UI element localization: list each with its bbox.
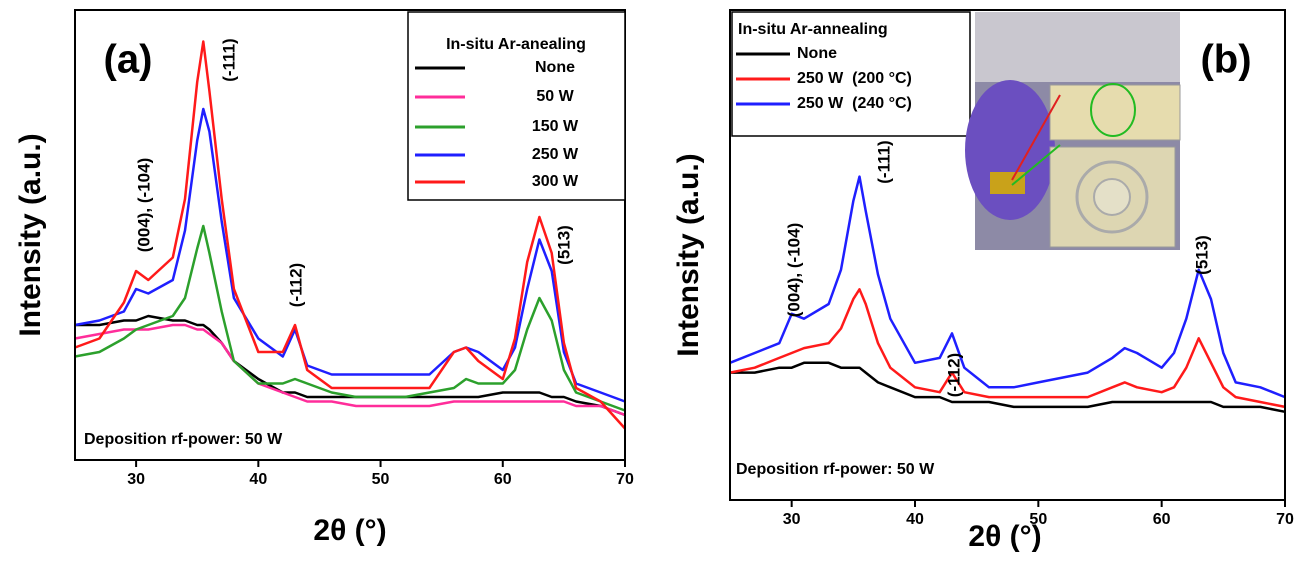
inset-photo (965, 12, 1181, 250)
peak-label: (513) (554, 225, 573, 265)
series-line (730, 361, 1286, 414)
peak-label: (-111) (874, 140, 893, 183)
series-line (75, 314, 626, 417)
x-tick-label: 40 (249, 471, 267, 488)
chip (990, 172, 1025, 194)
legend-label: 250 W (532, 146, 579, 163)
legend-label: 250 W (200 °C) (797, 70, 912, 87)
legend-label: 300 W (532, 173, 579, 190)
electrode (1075, 160, 1149, 234)
zoom-circle (1090, 83, 1136, 137)
series-line (74, 40, 626, 430)
y-axis-label: Intensity (a.u.) (14, 133, 47, 336)
plot-frame (729, 9, 1286, 501)
peak-label: (004), (-104) (134, 158, 153, 252)
series-line (729, 288, 1286, 409)
pointer (1011, 94, 1061, 181)
x-tick-label: 30 (783, 511, 801, 528)
legend-box (407, 11, 626, 201)
legend-label: 150 W (532, 118, 579, 135)
x-tick-label: 70 (1276, 511, 1294, 528)
series-line (74, 107, 626, 403)
x-axis-label: 2θ (°) (313, 514, 386, 547)
y-axis-label: Intensity (a.u.) (672, 153, 705, 356)
panel-label: (a) (104, 38, 153, 82)
note: Deposition rf-power: 50 W (84, 431, 283, 448)
x-tick-label: 70 (616, 471, 634, 488)
series-line (74, 224, 626, 412)
photo-top (975, 12, 1180, 82)
peak-label: (004), (-104) (784, 223, 803, 317)
legend-title: In-situ Ar-anealing (446, 36, 586, 53)
x-tick-label: 40 (906, 511, 924, 528)
electrode-core (1093, 178, 1131, 216)
x-tick-label: 60 (1153, 511, 1171, 528)
note: Deposition rf-power: 50 W (736, 461, 935, 478)
x-tick-label: 50 (372, 471, 390, 488)
pointer (1011, 144, 1061, 186)
legend-label: 50 W (536, 88, 574, 105)
legend-label: None (797, 45, 837, 62)
series-line (74, 323, 626, 417)
x-tick-label: 30 (127, 471, 145, 488)
glove (965, 80, 1055, 220)
peak-label: (-112) (944, 353, 963, 397)
legend-box (731, 11, 971, 137)
legend-label: None (535, 59, 575, 76)
zoom-1 (1049, 84, 1181, 141)
panel-label: (b) (1200, 38, 1251, 82)
x-tick-label: 60 (494, 471, 512, 488)
x-tick-label: 50 (1029, 511, 1047, 528)
peak-label: (513) (1192, 235, 1211, 275)
peak-label: (-112) (286, 263, 305, 307)
x-axis-label: 2θ (°) (968, 520, 1041, 553)
plot-frame (74, 9, 626, 461)
legend-title: In-situ Ar-annealing (738, 21, 888, 38)
peak-label: (-111) (219, 38, 238, 81)
legend-label: 250 W (240 °C) (797, 95, 912, 112)
series-line (729, 175, 1286, 399)
